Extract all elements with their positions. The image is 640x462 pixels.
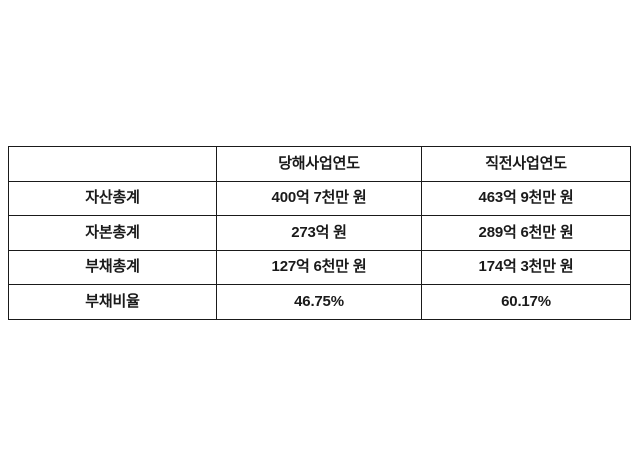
financial-summary-table: 당해사업연도 직전사업연도 자산총계 400억 7천만 원 463억 9천만 원… (8, 146, 631, 320)
column-header-prior-year: 직전사업연도 (421, 146, 631, 182)
cell-total-assets-current: 400억 7천만 원 (216, 180, 422, 216)
cell-total-assets-prior: 463억 9천만 원 (421, 180, 631, 216)
table-header-row: 당해사업연도 직전사업연도 (8, 146, 631, 182)
cell-debt-ratio-current: 46.75% (216, 284, 422, 320)
table-corner-cell (8, 146, 217, 182)
row-label-debt-ratio: 부채비율 (8, 284, 217, 320)
row-label-total-liabilities: 부채총계 (8, 249, 217, 285)
cell-total-equity-prior: 289억 6천만 원 (421, 215, 631, 251)
cell-debt-ratio-prior: 60.17% (421, 284, 631, 320)
row-label-total-equity: 자본총계 (8, 215, 217, 251)
table-row: 부채비율 46.75% 60.17% (8, 284, 631, 320)
table-body: 자산총계 400억 7천만 원 463억 9천만 원 자본총계 273억 원 2… (8, 180, 631, 320)
table-row: 부채총계 127억 6천만 원 174억 3천만 원 (8, 249, 631, 285)
row-label-total-assets: 자산총계 (8, 180, 217, 216)
column-header-current-year: 당해사업연도 (216, 146, 422, 182)
cell-total-equity-current: 273억 원 (216, 215, 422, 251)
table-row: 자산총계 400억 7천만 원 463억 9천만 원 (8, 180, 631, 216)
finance-table-container: 당해사업연도 직전사업연도 자산총계 400억 7천만 원 463억 9천만 원… (8, 146, 631, 320)
table-header: 당해사업연도 직전사업연도 (8, 146, 631, 182)
table-row: 자본총계 273억 원 289억 6천만 원 (8, 215, 631, 251)
cell-total-liabilities-prior: 174억 3천만 원 (421, 249, 631, 285)
cell-total-liabilities-current: 127억 6천만 원 (216, 249, 422, 285)
